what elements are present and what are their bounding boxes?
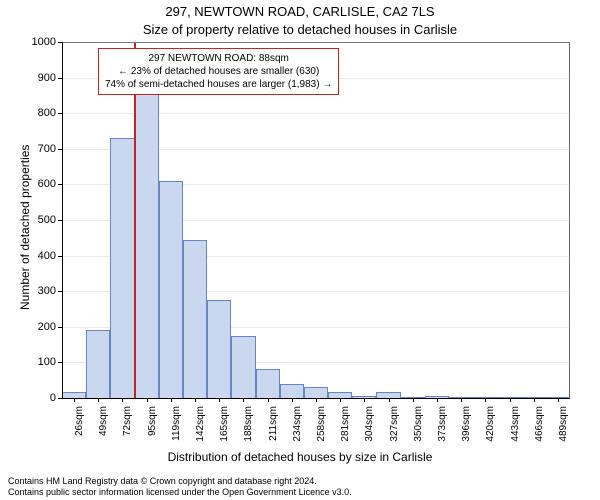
- x-tick-mark: [364, 398, 365, 402]
- histogram-bar: [207, 300, 231, 398]
- y-tick-mark: [58, 149, 62, 150]
- histogram-bar: [304, 387, 328, 398]
- y-tick-mark: [58, 256, 62, 257]
- y-tick-label: 800: [6, 108, 56, 119]
- y-tick-label: 300: [6, 286, 56, 297]
- x-tick-mark: [510, 398, 511, 402]
- x-tick-mark: [316, 398, 317, 402]
- histogram-bar: [183, 240, 207, 398]
- x-tick-mark: [268, 398, 269, 402]
- y-tick-mark: [58, 113, 62, 114]
- x-tick-mark: [389, 398, 390, 402]
- x-tick-label: 489sqm: [558, 406, 569, 451]
- x-tick-label: 72sqm: [122, 406, 133, 451]
- x-tick-mark: [413, 398, 414, 402]
- y-tick-label: 1000: [6, 37, 56, 48]
- x-tick-label: 304sqm: [364, 406, 375, 451]
- y-tick-label: 100: [6, 357, 56, 368]
- y-tick-label: 200: [6, 322, 56, 333]
- x-tick-label: 165sqm: [219, 406, 230, 451]
- x-tick-label: 281sqm: [340, 406, 351, 451]
- chart-title-sub: Size of property relative to detached ho…: [0, 22, 600, 37]
- x-tick-mark: [147, 398, 148, 402]
- y-tick-mark: [58, 327, 62, 328]
- footer-line-2: Contains public sector information licen…: [8, 487, 352, 498]
- y-tick-mark: [58, 291, 62, 292]
- histogram-bar: [110, 138, 134, 398]
- x-tick-mark: [171, 398, 172, 402]
- x-tick-label: 443sqm: [510, 406, 521, 451]
- x-tick-mark: [243, 398, 244, 402]
- x-tick-mark: [74, 398, 75, 402]
- histogram-bar: [231, 336, 255, 398]
- x-tick-label: 119sqm: [171, 406, 182, 451]
- x-axis-label: Distribution of detached houses by size …: [0, 450, 600, 464]
- annotation-line: ← 23% of detached houses are smaller (63…: [105, 65, 332, 78]
- histogram-bar: [135, 88, 159, 398]
- x-tick-mark: [219, 398, 220, 402]
- y-tick-mark: [58, 220, 62, 221]
- x-tick-mark: [534, 398, 535, 402]
- x-tick-label: 95sqm: [147, 406, 158, 451]
- x-tick-mark: [292, 398, 293, 402]
- histogram-bar: [86, 330, 110, 398]
- y-axis-line: [62, 42, 63, 398]
- x-tick-label: 49sqm: [98, 406, 109, 451]
- y-axis-label: Number of detached properties: [18, 145, 32, 310]
- x-tick-label: 211sqm: [268, 406, 279, 451]
- y-tick-mark: [58, 78, 62, 79]
- x-tick-mark: [122, 398, 123, 402]
- y-tick-mark: [58, 184, 62, 185]
- y-tick-label: 700: [6, 144, 56, 155]
- x-tick-mark: [485, 398, 486, 402]
- annotation-box: 297 NEWTOWN ROAD: 88sqm← 23% of detached…: [98, 48, 339, 95]
- y-tick-mark: [58, 362, 62, 363]
- x-tick-label: 258sqm: [316, 406, 327, 451]
- x-tick-label: 142sqm: [195, 406, 206, 451]
- annotation-line: 297 NEWTOWN ROAD: 88sqm: [105, 52, 332, 65]
- property-marker-line: [134, 43, 136, 399]
- x-tick-mark: [461, 398, 462, 402]
- gridline: [62, 42, 570, 43]
- chart-container: { "chart": { "type": "histogram", "title…: [0, 0, 600, 500]
- x-tick-mark: [195, 398, 196, 402]
- x-tick-label: 327sqm: [389, 406, 400, 451]
- x-tick-mark: [437, 398, 438, 402]
- footer-line-1: Contains HM Land Registry data © Crown c…: [8, 476, 352, 487]
- x-tick-label: 350sqm: [413, 406, 424, 451]
- x-tick-label: 26sqm: [74, 406, 85, 451]
- plot-area: [62, 42, 570, 398]
- x-tick-mark: [558, 398, 559, 402]
- y-tick-label: 0: [6, 393, 56, 404]
- histogram-bar: [159, 181, 183, 398]
- histogram-bar: [256, 369, 280, 398]
- x-tick-mark: [340, 398, 341, 402]
- annotation-line: 74% of semi-detached houses are larger (…: [105, 78, 332, 91]
- x-tick-label: 466sqm: [534, 406, 545, 451]
- x-tick-label: 373sqm: [437, 406, 448, 451]
- footer-text: Contains HM Land Registry data © Crown c…: [8, 476, 352, 498]
- y-tick-label: 900: [6, 73, 56, 84]
- chart-title-main: 297, NEWTOWN ROAD, CARLISLE, CA2 7LS: [0, 4, 600, 19]
- y-tick-label: 600: [6, 179, 56, 190]
- x-tick-mark: [98, 398, 99, 402]
- histogram-bar: [280, 384, 304, 398]
- y-tick-label: 500: [6, 215, 56, 226]
- y-tick-mark: [58, 398, 62, 399]
- x-tick-label: 420sqm: [485, 406, 496, 451]
- y-tick-label: 400: [6, 251, 56, 262]
- x-tick-label: 396sqm: [461, 406, 472, 451]
- x-tick-label: 188sqm: [243, 406, 254, 451]
- x-tick-label: 234sqm: [292, 406, 303, 451]
- y-tick-mark: [58, 42, 62, 43]
